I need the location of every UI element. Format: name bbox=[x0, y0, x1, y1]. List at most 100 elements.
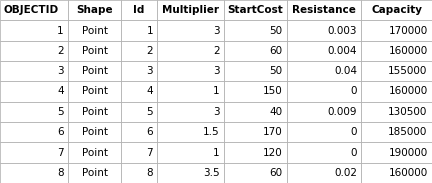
Bar bbox=[224, 81, 287, 102]
Text: 40: 40 bbox=[270, 107, 283, 117]
Text: 0: 0 bbox=[351, 147, 357, 158]
Bar bbox=[224, 142, 287, 163]
Bar bbox=[121, 61, 157, 81]
Bar bbox=[68, 163, 121, 183]
Bar bbox=[362, 20, 432, 41]
Bar bbox=[287, 142, 362, 163]
Bar bbox=[0, 102, 68, 122]
Bar bbox=[68, 20, 121, 41]
Bar bbox=[157, 142, 224, 163]
Bar bbox=[121, 41, 157, 61]
Bar bbox=[224, 102, 287, 122]
Text: 4: 4 bbox=[146, 87, 153, 96]
Text: 0.04: 0.04 bbox=[334, 66, 357, 76]
Bar bbox=[68, 41, 121, 61]
Bar bbox=[68, 142, 121, 163]
Bar bbox=[224, 122, 287, 142]
Bar bbox=[0, 81, 68, 102]
Bar bbox=[287, 0, 362, 20]
Text: Point: Point bbox=[82, 107, 108, 117]
Text: 0: 0 bbox=[351, 127, 357, 137]
Text: 130500: 130500 bbox=[388, 107, 428, 117]
Text: 0.004: 0.004 bbox=[327, 46, 357, 56]
Bar bbox=[0, 122, 68, 142]
Bar bbox=[157, 20, 224, 41]
Text: 170: 170 bbox=[263, 127, 283, 137]
Bar bbox=[362, 163, 432, 183]
Bar bbox=[0, 0, 68, 20]
Bar bbox=[287, 41, 362, 61]
Text: Resistance: Resistance bbox=[292, 5, 356, 15]
Bar bbox=[362, 102, 432, 122]
Text: 170000: 170000 bbox=[388, 25, 428, 36]
Text: 3.5: 3.5 bbox=[203, 168, 219, 178]
Bar bbox=[121, 20, 157, 41]
Text: Point: Point bbox=[82, 66, 108, 76]
Bar bbox=[362, 41, 432, 61]
Bar bbox=[287, 81, 362, 102]
Text: 160000: 160000 bbox=[388, 168, 428, 178]
Text: 2: 2 bbox=[146, 46, 153, 56]
Text: Id: Id bbox=[133, 5, 145, 15]
Text: Multiplier: Multiplier bbox=[162, 5, 219, 15]
Bar bbox=[157, 163, 224, 183]
Bar bbox=[121, 102, 157, 122]
Bar bbox=[68, 61, 121, 81]
Text: 4: 4 bbox=[57, 87, 64, 96]
Text: 0.02: 0.02 bbox=[334, 168, 357, 178]
Bar bbox=[287, 122, 362, 142]
Text: 3: 3 bbox=[213, 66, 219, 76]
Text: Capacity: Capacity bbox=[371, 5, 422, 15]
Text: 7: 7 bbox=[146, 147, 153, 158]
Bar bbox=[362, 61, 432, 81]
Text: 5: 5 bbox=[57, 107, 64, 117]
Bar bbox=[0, 41, 68, 61]
Text: StartCost: StartCost bbox=[227, 5, 283, 15]
Text: 0: 0 bbox=[351, 87, 357, 96]
Bar bbox=[287, 163, 362, 183]
Bar bbox=[157, 102, 224, 122]
Text: 3: 3 bbox=[213, 25, 219, 36]
Bar bbox=[68, 0, 121, 20]
Bar bbox=[121, 122, 157, 142]
Text: 8: 8 bbox=[146, 168, 153, 178]
Text: 155000: 155000 bbox=[388, 66, 428, 76]
Bar bbox=[157, 0, 224, 20]
Bar bbox=[287, 61, 362, 81]
Text: Point: Point bbox=[82, 147, 108, 158]
Text: 185000: 185000 bbox=[388, 127, 428, 137]
Text: 50: 50 bbox=[270, 66, 283, 76]
Text: 60: 60 bbox=[270, 46, 283, 56]
Bar bbox=[121, 81, 157, 102]
Text: 3: 3 bbox=[146, 66, 153, 76]
Bar bbox=[0, 61, 68, 81]
Bar bbox=[157, 41, 224, 61]
Bar bbox=[362, 142, 432, 163]
Bar bbox=[121, 163, 157, 183]
Text: 1: 1 bbox=[213, 147, 219, 158]
Text: 0.009: 0.009 bbox=[327, 107, 357, 117]
Bar bbox=[0, 163, 68, 183]
Bar bbox=[121, 142, 157, 163]
Text: Point: Point bbox=[82, 46, 108, 56]
Bar bbox=[68, 122, 121, 142]
Text: 1: 1 bbox=[146, 25, 153, 36]
Text: 150: 150 bbox=[263, 87, 283, 96]
Text: 60: 60 bbox=[270, 168, 283, 178]
Bar bbox=[0, 142, 68, 163]
Bar bbox=[224, 0, 287, 20]
Bar bbox=[224, 61, 287, 81]
Text: OBJECTID: OBJECTID bbox=[3, 5, 59, 15]
Bar bbox=[68, 102, 121, 122]
Text: 0.003: 0.003 bbox=[327, 25, 357, 36]
Bar bbox=[287, 102, 362, 122]
Text: 50: 50 bbox=[270, 25, 283, 36]
Bar bbox=[157, 81, 224, 102]
Text: 7: 7 bbox=[57, 147, 64, 158]
Text: 6: 6 bbox=[57, 127, 64, 137]
Bar bbox=[157, 61, 224, 81]
Bar bbox=[121, 0, 157, 20]
Text: 1: 1 bbox=[57, 25, 64, 36]
Bar bbox=[0, 20, 68, 41]
Bar bbox=[157, 122, 224, 142]
